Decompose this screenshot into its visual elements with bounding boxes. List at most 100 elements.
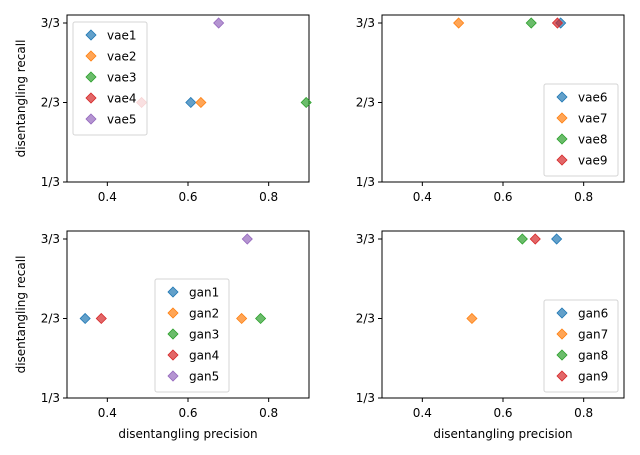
legend-item-vae8: vae8 xyxy=(556,133,607,147)
y-tick-label: 3/3 xyxy=(41,16,60,30)
x-axis-label: disentangling precision xyxy=(433,427,572,441)
legend-label: vae7 xyxy=(578,112,607,126)
legend-marker xyxy=(556,370,568,382)
x-tick-label: 0.6 xyxy=(493,190,512,204)
chart-panel-2: 0.4 0.6 0.8 1/3 2/3 3/3 vae6 vae7 vae8 vae9 xyxy=(356,14,625,204)
data-point-gan8 xyxy=(516,233,528,245)
y-tick-label: 2/3 xyxy=(356,311,375,325)
legend-marker xyxy=(167,370,179,382)
y-tick-label: 2/3 xyxy=(356,95,375,109)
legend-marker xyxy=(85,29,97,41)
legend-marker xyxy=(85,50,97,62)
legend-marker xyxy=(556,133,568,145)
legend-item-gan1: gan1 xyxy=(167,286,219,300)
legend-item-vae3: vae3 xyxy=(85,71,136,85)
legend-label: gan1 xyxy=(189,286,219,300)
legend-marker xyxy=(167,349,179,361)
x-tick-label: 0.8 xyxy=(574,406,593,420)
data-point-vae5 xyxy=(213,17,225,29)
y-tick-label: 3/3 xyxy=(41,232,60,246)
x-tick-label: 0.4 xyxy=(98,406,117,420)
x-tick-label: 0.4 xyxy=(413,406,432,420)
data-point-gan4 xyxy=(95,312,107,325)
x-tick-label: 0.8 xyxy=(574,190,593,204)
legend-label: vae1 xyxy=(107,29,136,43)
legend-marker xyxy=(556,91,568,103)
legend-marker xyxy=(167,328,179,340)
legend-label: vae4 xyxy=(107,92,136,106)
x-axis-label: disentangling precision xyxy=(118,427,257,441)
legend-item-gan7: gan7 xyxy=(556,328,608,342)
chart-panel-3: 0.4 0.6 0.8 1/3 2/3 3/3 disentangling precisio… xyxy=(14,230,310,441)
legend: vae6 vae7 vae8 vae9 xyxy=(543,83,619,177)
legend-item-gan9: gan9 xyxy=(556,370,608,384)
legend-marker xyxy=(556,307,568,319)
data-point-gan2 xyxy=(236,312,248,325)
legend-marker xyxy=(556,349,568,361)
data-point-vae7 xyxy=(453,17,465,29)
data-point-gan1 xyxy=(79,312,91,325)
y-tick-label: 1/3 xyxy=(41,391,60,405)
legend: gan1 gan2 gan3 gan4 gan5 xyxy=(154,278,230,393)
legend-label: gan6 xyxy=(578,307,608,321)
legend-item-gan8: gan8 xyxy=(556,349,608,363)
legend-label: gan7 xyxy=(578,328,608,342)
legend-item-vae5: vae5 xyxy=(85,113,136,127)
legend-box xyxy=(154,278,230,393)
x-tick-label: 0.8 xyxy=(259,190,278,204)
legend-item-vae2: vae2 xyxy=(85,50,136,64)
legend-label: gan5 xyxy=(189,370,219,384)
legend-label: vae6 xyxy=(578,91,607,105)
legend-label: gan4 xyxy=(189,349,219,363)
legend-item-gan3: gan3 xyxy=(167,328,219,342)
data-point-gan6 xyxy=(551,233,563,245)
data-point-vae3 xyxy=(300,96,312,109)
legend: vae1 vae2 vae3 vae4 vae5 xyxy=(72,21,148,136)
legend-box xyxy=(543,299,619,393)
legend-item-vae9: vae9 xyxy=(556,154,607,168)
legend-item-gan6: gan6 xyxy=(556,307,608,321)
data-point-vae1 xyxy=(185,96,197,109)
legend-label: vae3 xyxy=(107,71,136,85)
legend-item-vae4: vae4 xyxy=(85,92,136,106)
legend-label: gan9 xyxy=(578,370,608,384)
legend: gan6 gan7 gan8 gan9 xyxy=(543,299,619,393)
data-point-vae8 xyxy=(525,17,537,29)
legend-item-vae6: vae6 xyxy=(556,91,607,105)
legend-label: vae5 xyxy=(107,113,136,127)
y-tick-label: 2/3 xyxy=(41,311,60,325)
legend-marker xyxy=(556,154,568,166)
y-tick-label: 1/3 xyxy=(41,175,60,189)
data-point-gan7 xyxy=(466,312,478,325)
legend-label: vae9 xyxy=(578,154,607,168)
x-tick-label: 0.8 xyxy=(259,406,278,420)
legend-box xyxy=(72,21,148,136)
x-tick-label: 0.6 xyxy=(178,406,197,420)
data-point-vae9 xyxy=(551,17,564,29)
legend-marker xyxy=(85,113,97,125)
legend-marker xyxy=(85,92,97,104)
legend-box xyxy=(543,83,619,177)
legend-marker xyxy=(556,328,568,340)
legend-item-vae1: vae1 xyxy=(85,29,136,43)
data-point-vae2 xyxy=(195,96,207,109)
legend-label: vae8 xyxy=(578,133,607,147)
y-tick-label: 1/3 xyxy=(356,391,375,405)
legend-label: vae2 xyxy=(107,50,136,64)
y-tick-label: 1/3 xyxy=(356,175,375,189)
legend-marker xyxy=(167,307,179,319)
legend-label: gan3 xyxy=(189,328,219,342)
legend-item-gan4: gan4 xyxy=(167,349,219,363)
chart-panel-1: 0.4 0.6 0.8 1/3 2/3 3/3 disentangling recall va… xyxy=(14,14,312,204)
legend-item-gan5: gan5 xyxy=(167,370,219,384)
legend-label: gan8 xyxy=(578,349,608,363)
legend-item-gan2: gan2 xyxy=(167,307,219,321)
data-point-gan3 xyxy=(255,312,267,325)
legend-label: gan2 xyxy=(189,307,219,321)
data-point-gan9 xyxy=(529,233,541,245)
data-point-gan5 xyxy=(241,233,253,245)
chart-panel-4: 0.4 0.6 0.8 1/3 2/3 3/3 disentangling precisio… xyxy=(356,230,625,441)
x-tick-label: 0.6 xyxy=(493,406,512,420)
x-tick-label: 0.4 xyxy=(98,190,117,204)
